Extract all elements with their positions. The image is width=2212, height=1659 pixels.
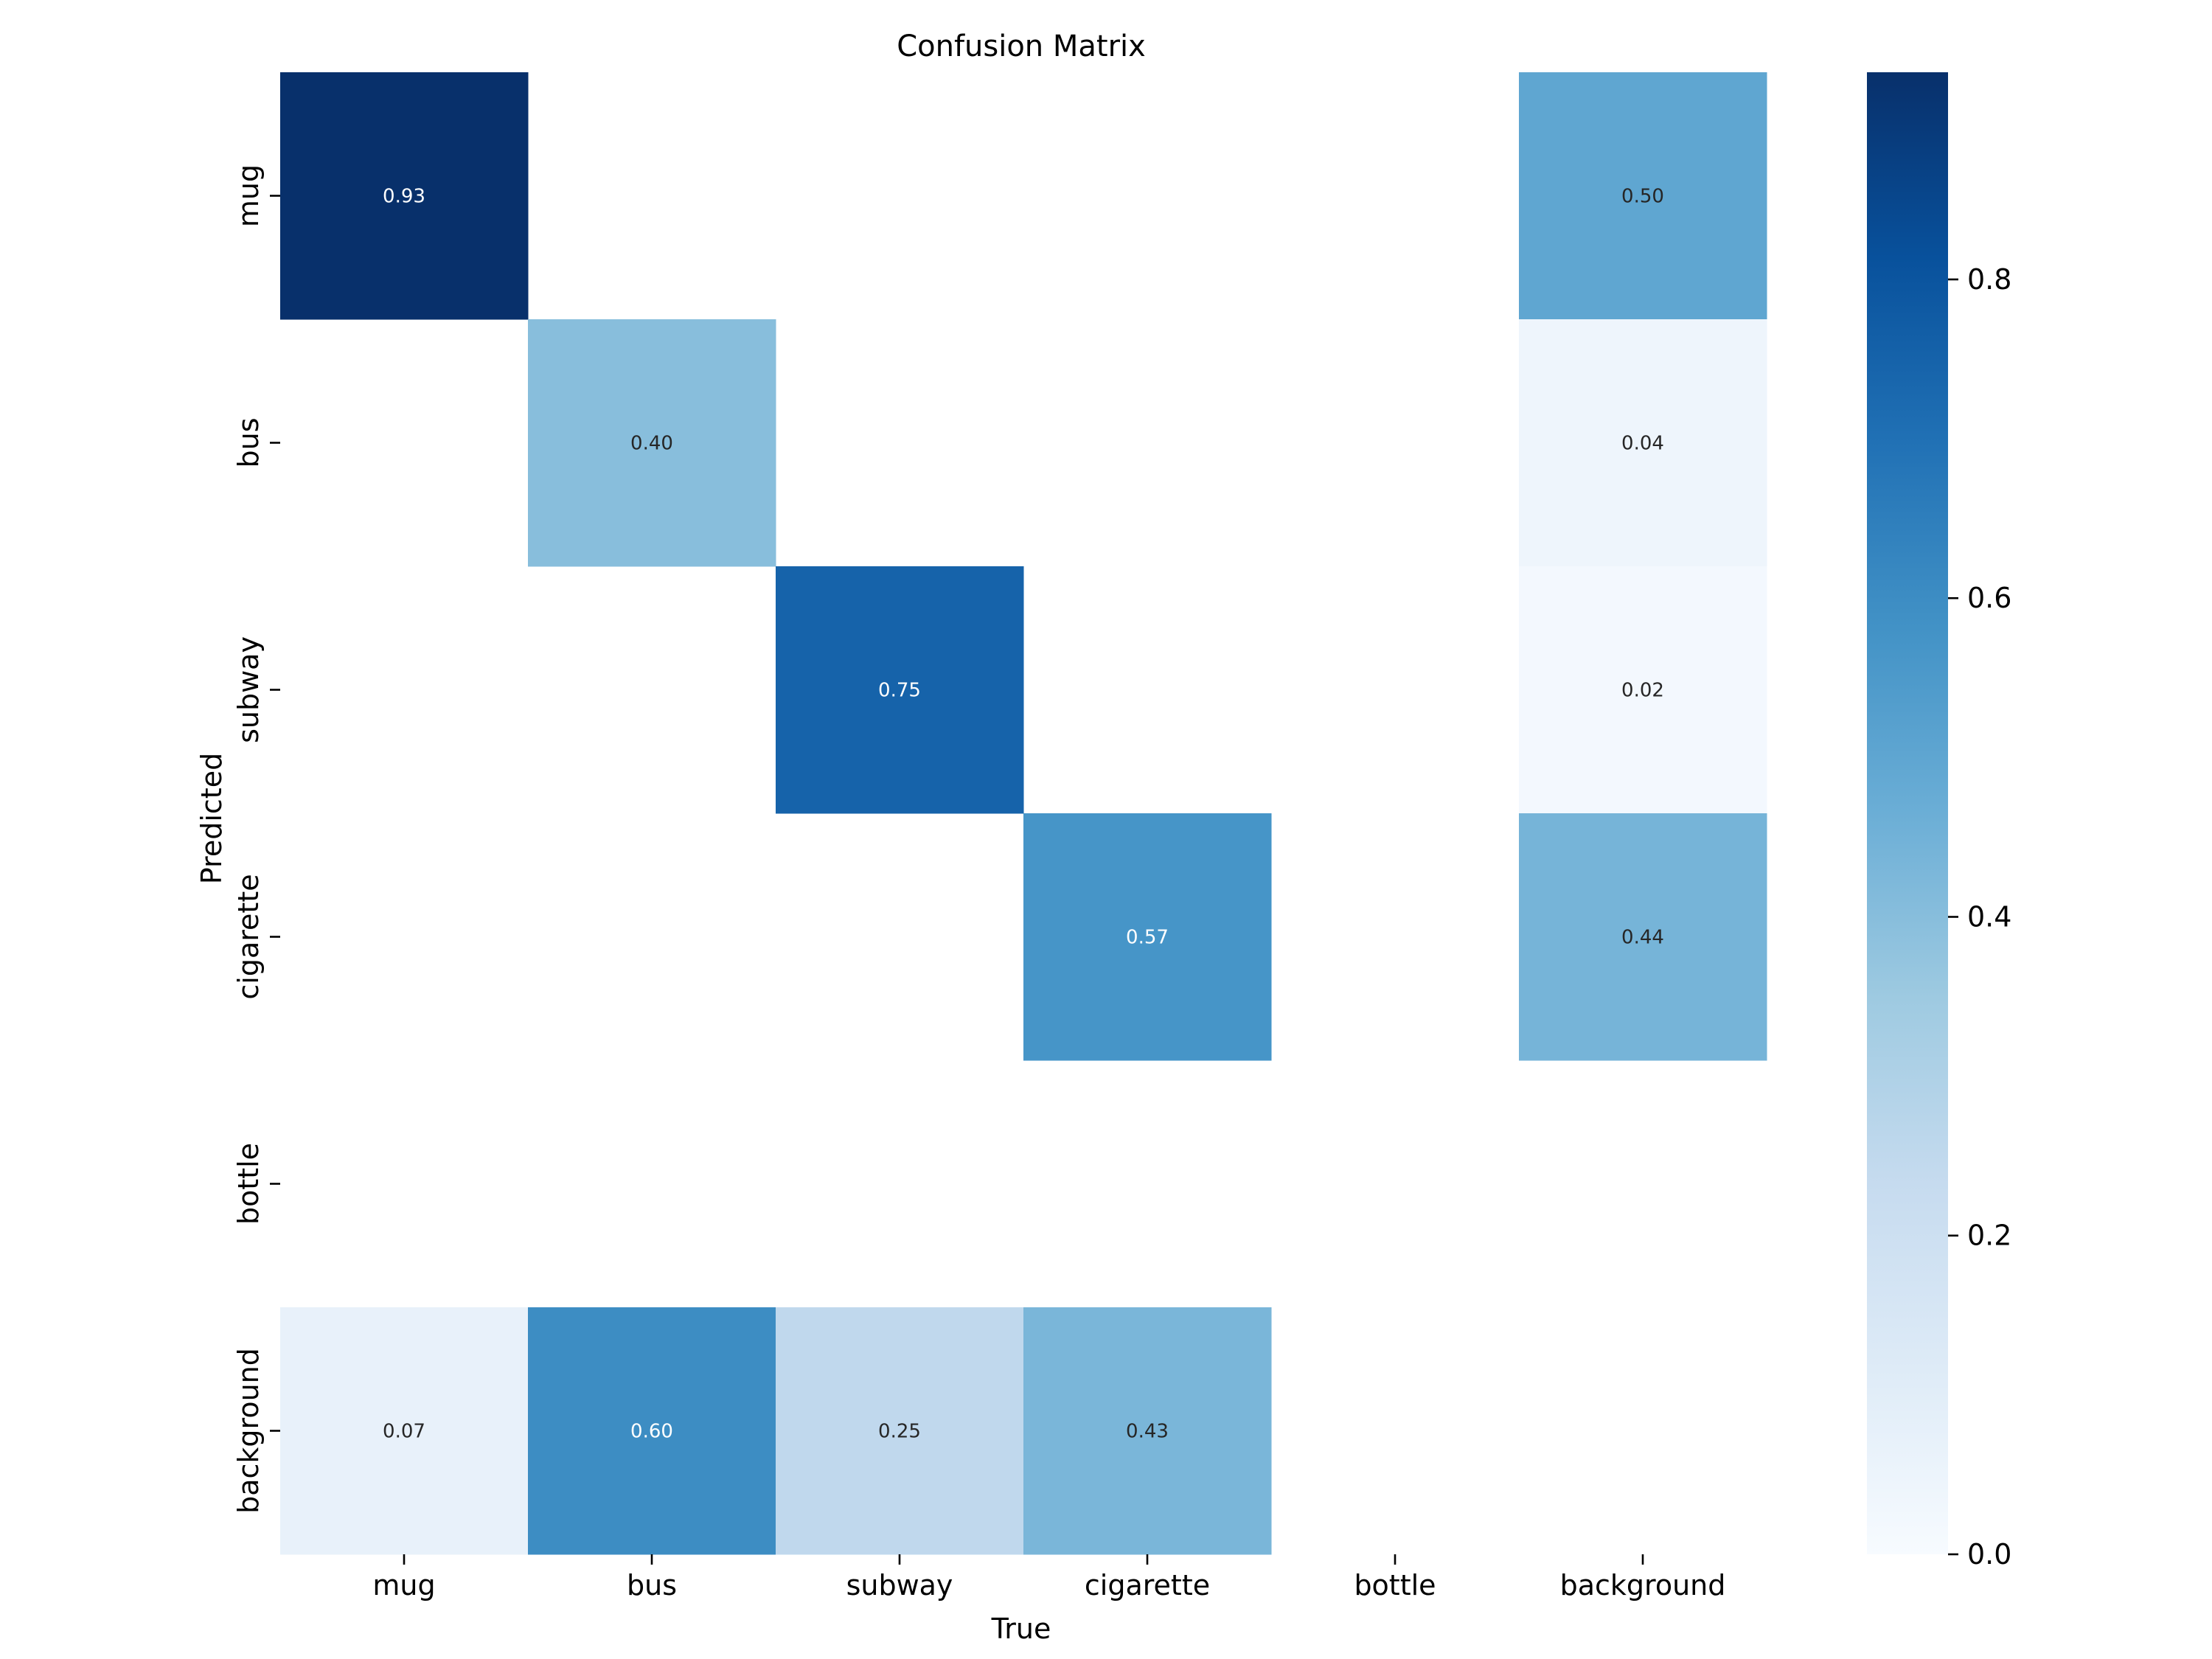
heatmap-cell [1519, 813, 1767, 1061]
y-tick-label: background [232, 1348, 265, 1514]
colorbar-tick-label: 0.0 [1967, 1538, 2011, 1571]
x-tick-label: cigarette [1085, 1569, 1210, 1601]
colorbar-tick-label: 0.8 [1967, 263, 2011, 296]
heatmap-cell [1023, 1307, 1272, 1555]
x-axis-ticks: mug bus subway cigarette bottle background [372, 1554, 1725, 1601]
heatmap-value-labels: 0.93 0.50 0.40 0.04 0.75 0.02 0.57 0.44 0.07 0.60… [383, 186, 1664, 1443]
cell-value-label: 0.57 [1126, 927, 1169, 949]
heatmap-cell [1519, 566, 1767, 814]
colorbar-tick-label: 0.6 [1967, 582, 2011, 614]
x-tick-label: mug [372, 1569, 435, 1601]
y-tick-label: bottle [232, 1143, 265, 1225]
heatmap-cell [1023, 813, 1272, 1061]
colorbar-ticks: 0.0 0.2 0.4 0.6 0.8 [1948, 263, 2011, 1571]
cell-value-label: 0.43 [1126, 1421, 1169, 1443]
colorbar [1867, 72, 1948, 1554]
y-tick-label: mug [232, 164, 265, 227]
heatmap-cell [528, 1307, 776, 1555]
cell-value-label: 0.07 [383, 1421, 425, 1443]
chart-title: Confusion Matrix [897, 29, 1146, 63]
x-tick-label: background [1560, 1569, 1726, 1601]
y-tick-label: cigarette [232, 874, 265, 999]
cell-value-label: 0.50 [1621, 186, 1664, 208]
heatmap-cell [280, 1307, 529, 1555]
colorbar-tick-label: 0.4 [1967, 900, 2011, 933]
cell-value-label: 0.02 [1621, 680, 1664, 702]
cell-value-label: 0.60 [630, 1421, 673, 1443]
cell-value-label: 0.40 [630, 433, 673, 455]
y-tick-label: subway [232, 636, 265, 743]
heatmap-cell [1519, 72, 1767, 320]
cell-value-label: 0.25 [878, 1421, 921, 1443]
heatmap-cell [1519, 319, 1767, 567]
x-tick-label: subway [846, 1569, 953, 1601]
heatmap-cells [280, 72, 1767, 1555]
y-tick-label: bus [232, 417, 265, 467]
cell-value-label: 0.93 [383, 186, 425, 208]
x-tick-label: bus [627, 1569, 677, 1601]
heatmap-cell [776, 1307, 1024, 1555]
x-tick-label: bottle [1354, 1569, 1436, 1601]
heatmap-cell [528, 319, 776, 567]
heatmap-cell [776, 566, 1024, 814]
x-axis-label: True [991, 1613, 1051, 1645]
cell-value-label: 0.75 [878, 680, 921, 702]
y-axis-label: Predicted [195, 753, 228, 884]
colorbar-tick-label: 0.2 [1967, 1220, 2011, 1252]
cell-value-label: 0.04 [1621, 433, 1664, 455]
y-axis-ticks: mug bus subway cigarette bottle background [232, 164, 280, 1514]
heatmap-cell [280, 72, 529, 320]
cell-value-label: 0.44 [1621, 927, 1664, 949]
